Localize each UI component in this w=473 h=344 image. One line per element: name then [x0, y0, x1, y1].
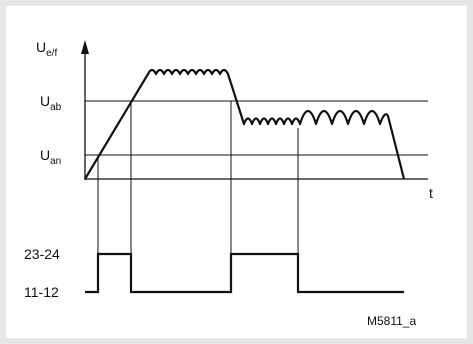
relay-upper-label: 23-24	[24, 246, 60, 262]
voltage-curve	[84, 68, 406, 180]
relay-lower-label: 11-12	[24, 284, 59, 300]
diagram-frame	[6, 6, 467, 338]
y-axis-arrow	[81, 40, 89, 54]
figure-reference: M5811_a	[367, 314, 416, 328]
level-lower-label: Uan	[40, 147, 61, 167]
level-upper-label: Uab	[40, 93, 62, 113]
y-axis-label: Ue/f	[36, 39, 57, 59]
relay-signal	[85, 252, 404, 294]
x-axis-label: t	[429, 185, 433, 201]
